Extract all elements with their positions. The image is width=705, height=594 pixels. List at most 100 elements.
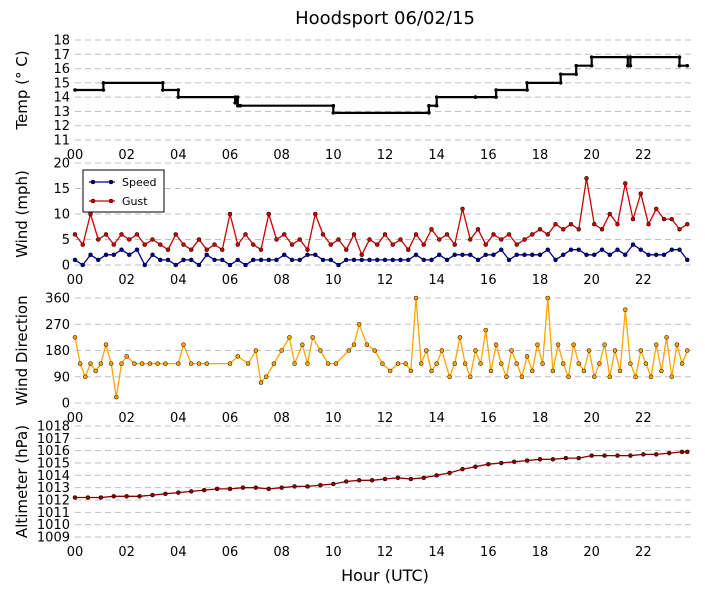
altimeter-data-point <box>537 457 543 462</box>
speed-data-point <box>437 252 442 258</box>
wind-direction-data-point <box>581 368 587 374</box>
wind-direction-data-point <box>132 361 137 366</box>
y-tick-label: 1016 <box>37 444 70 459</box>
wind-direction-data-point <box>204 361 209 366</box>
wind-direction-data-point <box>514 361 519 366</box>
gust-data-point <box>506 232 512 237</box>
speed-data-point <box>568 247 574 252</box>
wind-speed-y-axis-label: Wind (mph) <box>13 170 31 258</box>
altimeter-data-point <box>214 486 220 492</box>
gust-data-point <box>630 216 636 222</box>
wind-direction-data-point <box>674 342 680 347</box>
gust-data-point <box>413 232 419 237</box>
y-tick-label: 0 <box>62 259 70 274</box>
altimeter-y-axis-label: Altimeter (hPa) <box>13 425 31 538</box>
y-tick-label: 1010 <box>37 518 70 533</box>
wind-direction-data-point <box>617 368 623 374</box>
speed-data-point <box>646 252 651 258</box>
speed-data-point <box>468 252 473 258</box>
gust-data-point <box>320 232 326 237</box>
altimeter-data-point <box>369 478 375 483</box>
altimeter-data-point <box>124 494 129 499</box>
gust-data-point <box>685 221 690 227</box>
y-tick-label: 1015 <box>37 457 70 472</box>
wind-direction-data-point <box>571 342 576 347</box>
gust-data-point <box>398 237 403 242</box>
y-tick-label: 0 <box>62 397 70 412</box>
gust-data-point <box>429 227 434 232</box>
gust-data-point <box>103 232 109 237</box>
speed-data-point <box>204 252 209 258</box>
speed-data-point <box>344 257 349 263</box>
wind-direction-data-point <box>287 335 292 340</box>
speed-data-point <box>282 252 287 258</box>
gust-data-point <box>274 237 279 242</box>
wind-direction-data-point <box>685 348 690 353</box>
wind-direction-data-point <box>318 348 323 353</box>
temp-data-point <box>589 63 594 68</box>
gust-data-point <box>530 232 535 237</box>
gust-data-point <box>328 242 333 247</box>
speed-data-point <box>72 257 78 263</box>
temp-data-point <box>589 55 594 59</box>
speed-data-point <box>382 257 388 263</box>
temp-data-point <box>628 55 633 59</box>
altimeter-data-point <box>331 481 336 487</box>
x-tick-label: 14 <box>428 148 445 163</box>
wind-direction-data-point <box>83 374 88 379</box>
altimeter-data-point <box>602 453 607 458</box>
wind-direction-data-point <box>351 342 357 347</box>
x-tick-label: 16 <box>480 411 497 426</box>
y-tick-label: 13 <box>53 105 70 120</box>
speed-data-point <box>328 257 333 263</box>
gust-data-point <box>313 211 318 217</box>
speed-data-point <box>545 247 550 252</box>
altimeter-data-point <box>72 495 78 500</box>
y-tick-label: 1011 <box>37 506 70 521</box>
wind-direction-data-point <box>72 335 78 340</box>
x-tick-label: 18 <box>532 273 549 288</box>
x-tick-label: 00 <box>67 273 84 288</box>
gust-data-point <box>646 221 651 227</box>
altimeter-data-point <box>356 478 362 483</box>
wind-direction-data-point <box>310 335 315 340</box>
gust-data-point <box>545 232 550 237</box>
x-tick-label: 14 <box>428 545 445 560</box>
wind-direction-data-point <box>659 368 664 374</box>
gust-data-point <box>196 237 202 242</box>
speed-data-point <box>297 257 302 263</box>
x-tick-label: 22 <box>635 411 652 426</box>
gust-data-point <box>584 176 589 181</box>
speed-data-point <box>390 257 395 263</box>
wind-direction-data-point <box>364 342 370 347</box>
speed-data-point <box>119 247 124 252</box>
x-tick-label: 16 <box>480 148 497 163</box>
wind-direction-data-point <box>530 368 535 374</box>
wind-direction-data-point <box>478 361 483 366</box>
temp-data-point <box>233 101 238 105</box>
gust-data-point <box>142 242 147 247</box>
gust-data-point <box>150 237 155 242</box>
altimeter-data-point <box>85 495 91 500</box>
x-tick-label: 16 <box>480 545 497 560</box>
wind-direction-series-line <box>74 297 688 398</box>
gust-data-point <box>468 237 473 242</box>
wind-direction-data-point <box>413 295 419 301</box>
wind-direction-data-point <box>679 361 685 366</box>
speed-data-point <box>134 247 140 252</box>
temp-data-point <box>73 88 77 92</box>
x-tick-label: 18 <box>532 411 549 426</box>
gust-data-point <box>165 247 171 252</box>
x-tick-label: 20 <box>583 148 600 163</box>
wind-direction-data-point <box>333 361 339 366</box>
speed-data-point <box>212 257 217 263</box>
gust-data-point <box>576 227 581 232</box>
speed-data-point <box>460 252 465 258</box>
wind-direction-y-axis-label: Wind Direction <box>13 295 31 405</box>
gust-data-point <box>460 206 465 212</box>
wind-direction-data-point <box>227 361 233 366</box>
altimeter-data-point <box>434 473 439 478</box>
speed-data-point <box>127 252 132 258</box>
gust-data-point <box>344 247 349 252</box>
legend-marker <box>90 179 96 185</box>
